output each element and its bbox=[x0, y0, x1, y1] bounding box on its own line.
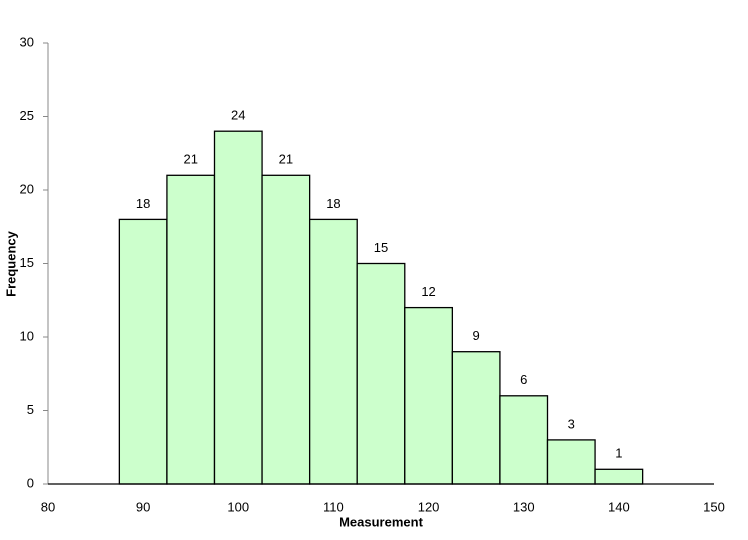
y-tick-label: 5 bbox=[27, 402, 34, 417]
y-axis-title: Frequency bbox=[3, 230, 18, 297]
bar bbox=[499, 395, 549, 485]
data-label: 3 bbox=[568, 416, 575, 431]
x-tick-label: 140 bbox=[608, 499, 630, 514]
bar bbox=[261, 174, 311, 485]
data-label: 15 bbox=[374, 240, 388, 255]
x-axis-title: Measurement bbox=[339, 514, 423, 529]
data-label: 9 bbox=[473, 328, 480, 343]
y-tick-label: 10 bbox=[20, 328, 34, 343]
data-label: 1 bbox=[615, 446, 622, 461]
bar bbox=[213, 130, 263, 485]
x-tick-label: 90 bbox=[136, 499, 150, 514]
y-tick-label: 20 bbox=[20, 181, 34, 196]
bar bbox=[594, 468, 644, 485]
bar bbox=[546, 439, 596, 485]
data-label: 21 bbox=[183, 152, 197, 167]
bar bbox=[308, 218, 358, 485]
y-tick-label: 30 bbox=[20, 34, 34, 49]
bar bbox=[451, 351, 501, 485]
x-tick-label: 120 bbox=[418, 499, 440, 514]
bar bbox=[356, 262, 406, 485]
x-tick-label: 150 bbox=[703, 499, 725, 514]
data-label: 21 bbox=[279, 152, 293, 167]
x-tick-label: 130 bbox=[513, 499, 535, 514]
y-tick-label: 25 bbox=[20, 108, 34, 123]
x-tick-label: 100 bbox=[227, 499, 249, 514]
x-tick-label: 80 bbox=[41, 499, 55, 514]
x-tick-label: 110 bbox=[323, 499, 344, 514]
bar bbox=[404, 306, 454, 485]
bar bbox=[166, 174, 216, 485]
data-label: 12 bbox=[421, 284, 435, 299]
data-label: 6 bbox=[520, 372, 527, 387]
data-label: 18 bbox=[136, 196, 150, 211]
y-tick-label: 0 bbox=[27, 475, 34, 490]
bar bbox=[118, 218, 168, 485]
y-tick-label: 15 bbox=[20, 255, 34, 270]
data-label: 24 bbox=[231, 108, 245, 123]
data-label: 18 bbox=[326, 196, 340, 211]
